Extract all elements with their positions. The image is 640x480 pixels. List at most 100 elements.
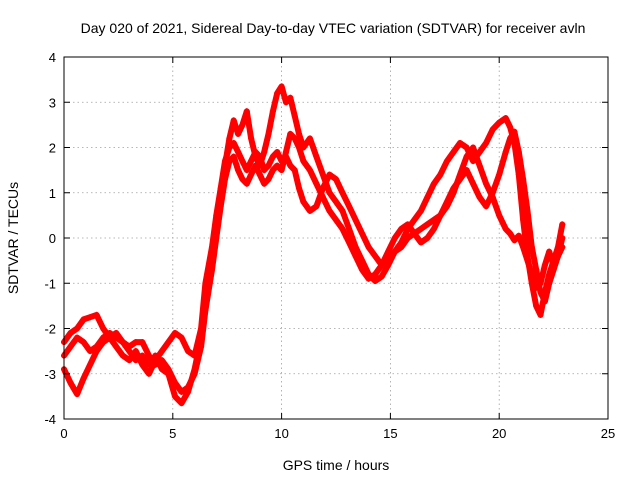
data-point: [463, 144, 470, 151]
data-point: [300, 198, 307, 205]
data-point: [296, 144, 303, 151]
data-point: [113, 334, 120, 341]
data-point: [430, 225, 437, 232]
data-point: [152, 361, 159, 368]
data-point: [507, 135, 514, 142]
data-point: [443, 158, 450, 165]
data-point: [306, 135, 313, 142]
y-tick-label: 4: [49, 50, 56, 65]
data-point: [346, 203, 353, 210]
data-point: [524, 257, 531, 264]
data-point: [411, 216, 418, 223]
data-point: [222, 176, 229, 183]
data-point: [326, 189, 333, 196]
data-point: [450, 149, 457, 156]
data-point: [424, 235, 431, 241]
data-point: [274, 90, 281, 97]
data-point: [226, 144, 233, 151]
data-point: [145, 370, 152, 377]
data-point: [239, 176, 246, 183]
data-point: [404, 235, 411, 241]
data-point: [248, 135, 255, 142]
data-point: [319, 171, 326, 178]
data-point: [333, 216, 339, 223]
data-point: [208, 266, 215, 273]
data-point: [93, 343, 100, 350]
data-point: [457, 139, 464, 146]
data-point: [217, 203, 224, 210]
data-point: [100, 325, 107, 332]
data-point: [352, 216, 359, 223]
data-point: [346, 239, 353, 246]
data-point: [520, 244, 527, 251]
x-tick-label: 10: [274, 426, 288, 441]
data-point: [256, 171, 263, 178]
data-point: [287, 130, 294, 137]
data-point: [248, 171, 255, 178]
data-point: [430, 180, 437, 187]
data-point: [339, 207, 346, 214]
data-point: [145, 352, 152, 359]
data-point: [398, 225, 405, 232]
data-point: [365, 275, 372, 282]
y-tick-label: 1: [49, 186, 56, 201]
data-point: [319, 194, 326, 201]
data-point: [274, 149, 281, 156]
data-point: [411, 230, 418, 237]
x-tick-label: 5: [169, 426, 176, 441]
data-point: [378, 262, 385, 269]
data-point: [106, 330, 113, 337]
data-point: [470, 180, 477, 187]
data-point: [248, 158, 255, 165]
data-point: [158, 366, 165, 373]
data-point: [511, 237, 518, 244]
data-point: [546, 248, 553, 255]
data-point: [261, 180, 268, 187]
data-point: [261, 149, 268, 156]
data-point: [296, 185, 303, 192]
data-point: [132, 339, 139, 346]
data-point: [385, 248, 392, 255]
data-point: [372, 271, 379, 278]
data-point: [278, 167, 285, 174]
data-point: [80, 316, 87, 323]
data-point: [269, 108, 276, 115]
data-point: [533, 266, 540, 273]
data-point: [515, 232, 522, 239]
series-trace-2: [61, 139, 566, 377]
data-point: [378, 273, 385, 280]
data-point: [230, 117, 237, 124]
data-point: [507, 124, 514, 131]
data-point: [483, 139, 490, 146]
y-tick-label: -3: [44, 367, 56, 382]
data-point: [178, 334, 185, 341]
data-point: [165, 366, 172, 373]
y-tick-label: -1: [44, 276, 56, 291]
data-point: [252, 162, 259, 169]
data-point: [87, 361, 94, 368]
data-point: [256, 153, 263, 160]
grid: [64, 57, 608, 419]
y-tick-label: 2: [49, 141, 56, 156]
data-point: [359, 266, 366, 273]
data-point: [67, 343, 74, 350]
data-point: [515, 149, 522, 156]
data-point: [306, 207, 313, 214]
data-point: [417, 239, 424, 246]
data-point: [74, 334, 81, 341]
data-point: [457, 176, 464, 183]
data-point: [424, 221, 431, 228]
data-point: [546, 280, 553, 287]
data-point: [313, 180, 320, 187]
data-point: [67, 379, 74, 386]
data-point: [391, 235, 398, 241]
x-tick-label: 15: [383, 426, 397, 441]
data-point: [554, 253, 561, 260]
axis-ticks: 0 5 10 15 20 25 -4 -3 -2 -1 0 1 2 3 4: [44, 50, 615, 441]
data-point: [352, 253, 359, 260]
data-point: [139, 361, 146, 368]
data-point: [132, 348, 139, 355]
data-point: [502, 115, 509, 122]
data-point: [496, 212, 503, 219]
data-point: [171, 330, 178, 337]
